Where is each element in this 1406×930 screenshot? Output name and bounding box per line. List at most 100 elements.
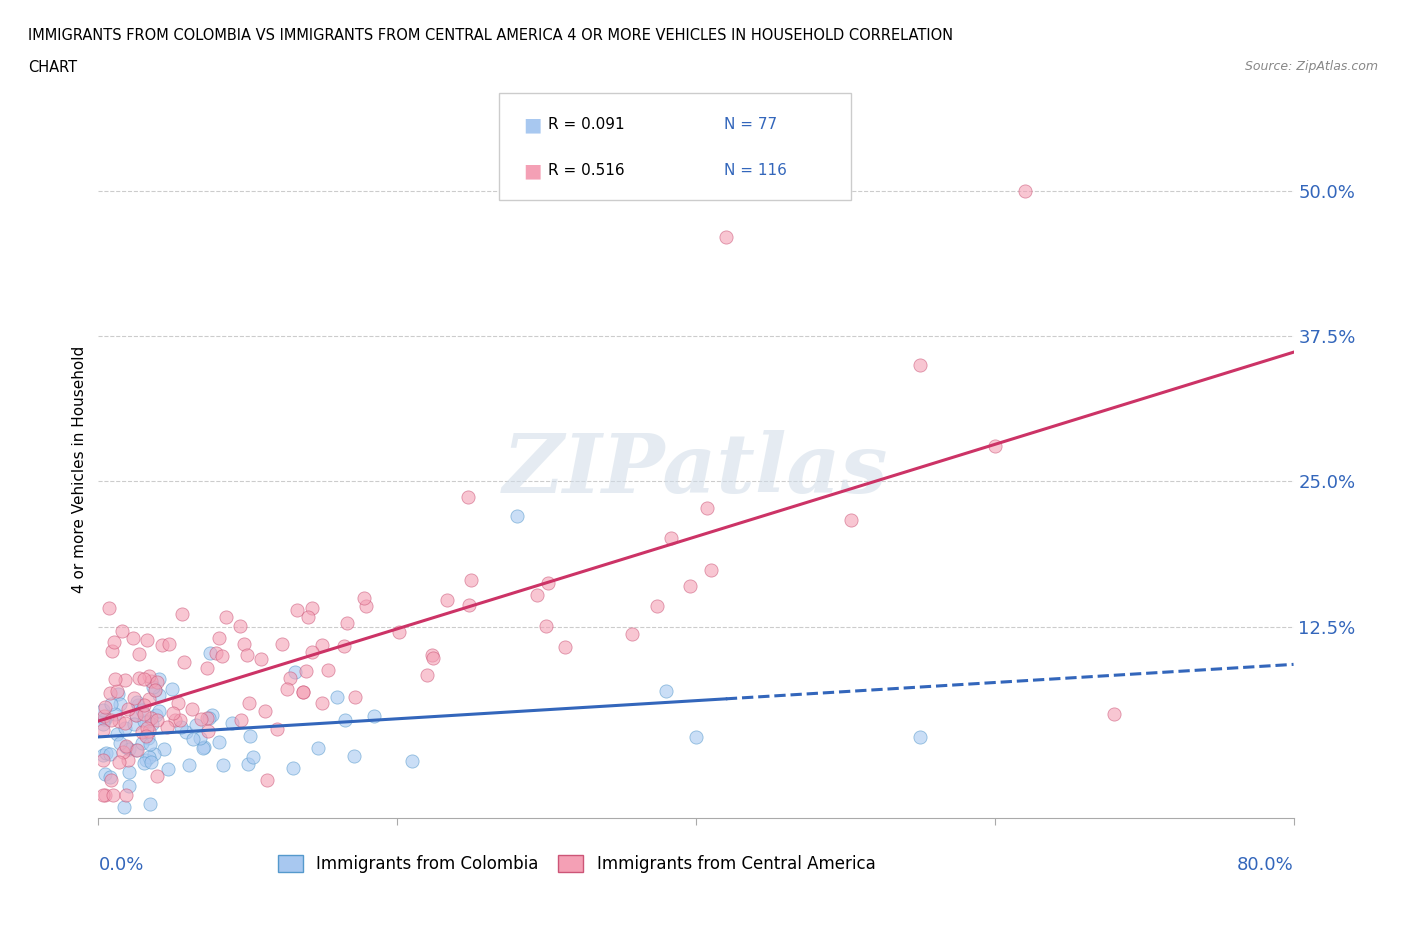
Point xyxy=(301,644,323,659)
Point xyxy=(266,721,288,736)
Text: R = 0.516: R = 0.516 xyxy=(548,164,624,179)
Point xyxy=(536,618,558,633)
Point xyxy=(236,648,259,663)
Point xyxy=(291,684,314,699)
Point xyxy=(460,572,482,587)
Point xyxy=(420,648,443,663)
Point xyxy=(132,756,155,771)
Point xyxy=(118,778,141,793)
Point xyxy=(908,358,931,373)
Point xyxy=(238,696,260,711)
Point xyxy=(645,599,668,614)
Point xyxy=(98,769,121,784)
Point xyxy=(148,687,170,702)
Point xyxy=(1014,183,1036,198)
Point xyxy=(278,671,301,685)
Point xyxy=(142,680,165,695)
Point xyxy=(284,665,307,680)
Point xyxy=(167,696,190,711)
Point xyxy=(297,609,319,624)
Point xyxy=(96,746,118,761)
Point xyxy=(343,690,366,705)
Point xyxy=(173,655,195,670)
Point xyxy=(104,671,127,686)
Point xyxy=(125,708,148,723)
Point xyxy=(229,618,252,633)
Point xyxy=(162,705,184,720)
Point xyxy=(136,632,159,647)
Point xyxy=(388,625,411,640)
Point xyxy=(122,717,145,732)
Point xyxy=(157,637,180,652)
Point xyxy=(142,747,165,762)
Point xyxy=(98,747,121,762)
Text: ■: ■ xyxy=(523,115,541,135)
Point xyxy=(148,671,170,686)
Point xyxy=(195,711,218,725)
Point xyxy=(150,637,173,652)
Text: N = 77: N = 77 xyxy=(724,117,778,132)
Point xyxy=(101,644,124,658)
Point xyxy=(198,645,221,660)
Point xyxy=(128,647,150,662)
Point xyxy=(108,754,131,769)
Point xyxy=(249,651,271,666)
Point xyxy=(125,743,148,758)
Text: 80.0%: 80.0% xyxy=(1237,856,1294,873)
Point xyxy=(145,712,167,727)
Point xyxy=(105,727,128,742)
Point xyxy=(91,716,114,731)
Point xyxy=(415,668,437,683)
Point xyxy=(276,682,298,697)
Point xyxy=(685,729,707,744)
Point xyxy=(193,739,215,754)
Point xyxy=(537,576,560,591)
Point xyxy=(136,731,159,746)
Legend: Immigrants from Colombia, Immigrants from Central America: Immigrants from Colombia, Immigrants fro… xyxy=(271,848,882,880)
Point xyxy=(141,716,163,731)
Point xyxy=(839,512,862,527)
Point xyxy=(117,753,139,768)
Point xyxy=(335,616,357,631)
Text: ■: ■ xyxy=(523,162,541,180)
Point xyxy=(131,724,153,739)
Point xyxy=(139,755,162,770)
Point xyxy=(135,728,157,743)
Point xyxy=(110,736,132,751)
Text: N = 116: N = 116 xyxy=(724,164,787,179)
Point xyxy=(91,723,114,737)
Point xyxy=(138,737,160,751)
Text: IMMIGRANTS FROM COLOMBIA VS IMMIGRANTS FROM CENTRAL AMERICA 4 OR MORE VEHICLES I: IMMIGRANTS FROM COLOMBIA VS IMMIGRANTS F… xyxy=(28,28,953,43)
Point xyxy=(316,662,339,677)
Point xyxy=(93,711,115,726)
Point xyxy=(208,734,231,749)
Point xyxy=(114,672,136,687)
Point xyxy=(271,636,294,651)
Point xyxy=(122,631,145,645)
Point xyxy=(122,691,145,706)
Point xyxy=(201,708,224,723)
Point xyxy=(104,707,127,722)
Point xyxy=(132,671,155,686)
Point xyxy=(163,712,186,727)
Point xyxy=(111,623,134,638)
Point xyxy=(526,587,548,602)
Point xyxy=(256,773,278,788)
Point xyxy=(91,747,114,762)
Text: R = 0.091: R = 0.091 xyxy=(548,117,624,132)
Point xyxy=(204,645,226,660)
Point xyxy=(181,731,204,746)
Point xyxy=(157,762,180,777)
Point xyxy=(112,799,135,815)
Point xyxy=(169,712,191,727)
Point xyxy=(170,607,193,622)
Y-axis label: 4 or more Vehicles in Household: 4 or more Vehicles in Household xyxy=(72,346,87,593)
Point xyxy=(233,637,256,652)
Text: 0.0%: 0.0% xyxy=(98,856,143,873)
Point xyxy=(236,757,259,772)
Point xyxy=(554,639,576,654)
Point xyxy=(984,439,1007,454)
Point xyxy=(100,696,122,711)
Point xyxy=(239,728,262,743)
Point xyxy=(221,716,243,731)
